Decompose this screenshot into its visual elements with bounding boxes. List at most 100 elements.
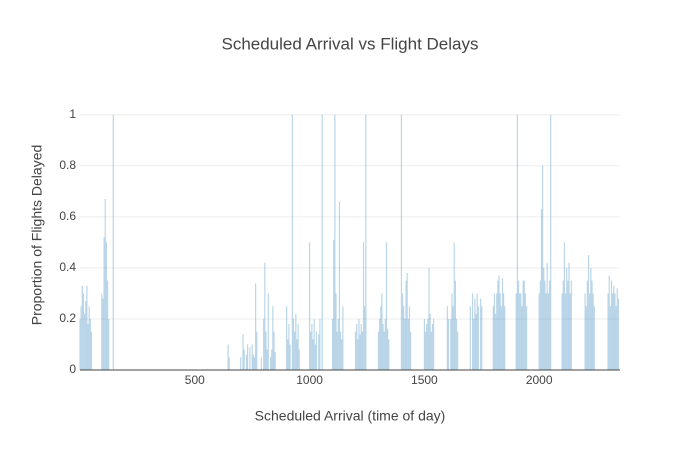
bar (613, 285, 615, 370)
y-tick-label: 1 (69, 107, 76, 121)
bar (81, 285, 83, 370)
bar (341, 339, 343, 370)
bar (423, 318, 425, 370)
bar (517, 280, 520, 370)
bar (563, 242, 566, 370)
bar (249, 347, 251, 370)
bar (79, 318, 81, 370)
bar (585, 306, 587, 370)
bar (359, 334, 361, 370)
bar (481, 306, 483, 370)
bar (356, 324, 358, 370)
bar (88, 306, 90, 370)
bar (112, 114, 114, 370)
bar (428, 267, 430, 370)
bar (253, 357, 256, 370)
bar (590, 267, 592, 370)
bar (431, 324, 434, 370)
bar (382, 324, 384, 370)
bar (335, 293, 337, 370)
y-tick-label: 0 (69, 362, 76, 376)
bar (609, 306, 611, 370)
bar (379, 318, 381, 370)
bar (584, 293, 586, 370)
bar (561, 293, 563, 370)
bar (494, 313, 497, 370)
bar (296, 339, 298, 370)
bar (587, 255, 590, 370)
bar (105, 242, 108, 370)
bar (515, 293, 517, 370)
bar (499, 293, 501, 370)
bar (539, 280, 541, 370)
bar (524, 293, 527, 370)
bar (333, 239, 335, 370)
bar (480, 298, 482, 370)
bar (427, 318, 429, 370)
bar (504, 306, 506, 370)
bar (288, 324, 290, 370)
bar (453, 242, 455, 370)
bar (242, 334, 244, 370)
bar (521, 306, 523, 370)
bar (520, 293, 522, 370)
bar (108, 318, 110, 370)
bar (267, 293, 269, 370)
bar (501, 278, 504, 370)
bar (498, 275, 500, 370)
bar (272, 306, 274, 370)
bar (617, 298, 619, 370)
bar (381, 293, 383, 370)
bar (102, 298, 104, 370)
bar (289, 344, 291, 370)
bar (615, 306, 617, 370)
bar (310, 331, 312, 370)
bar (362, 242, 365, 370)
bar (550, 114, 552, 370)
bar (493, 293, 496, 370)
bar (251, 344, 253, 370)
bar (591, 280, 593, 370)
bar (82, 293, 85, 370)
bar (271, 349, 273, 370)
bar (336, 331, 338, 370)
x-tick-label: 1500 (411, 373, 438, 387)
y-tick-label: 0.2 (59, 311, 76, 325)
x-axis-title: Scheduled Arrival (time of day) (255, 408, 446, 424)
bar (564, 293, 567, 370)
bar (586, 280, 588, 370)
bar (87, 324, 89, 370)
bar (86, 285, 88, 370)
bar (450, 318, 452, 370)
y-tick-label: 0.4 (59, 260, 76, 274)
bar (245, 354, 248, 370)
bar (104, 198, 106, 370)
bar (473, 318, 475, 370)
bar (542, 165, 544, 370)
bar (361, 331, 363, 370)
bar (592, 293, 594, 370)
bar (612, 293, 614, 370)
y-tick-label: 0.6 (59, 209, 76, 223)
bar (388, 339, 390, 370)
x-tick-label: 500 (185, 373, 205, 387)
bar (547, 293, 549, 370)
bar (298, 349, 300, 370)
bar (273, 331, 275, 370)
bar (475, 313, 477, 370)
bar (405, 280, 407, 370)
bar (294, 331, 296, 370)
bar (452, 306, 454, 370)
bar (263, 318, 265, 370)
bar (380, 306, 382, 370)
bar (548, 280, 551, 370)
bar (616, 288, 618, 370)
bar (543, 267, 545, 370)
bar (358, 318, 360, 370)
bar (252, 354, 254, 370)
bar (255, 283, 257, 370)
bar (540, 209, 543, 370)
bar (568, 262, 570, 370)
y-axis-title: Proportion of Flights Delayed (29, 145, 45, 326)
